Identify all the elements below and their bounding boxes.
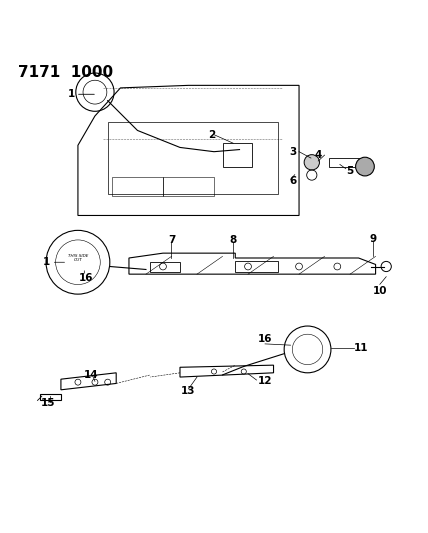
Text: 11: 11 <box>354 343 368 353</box>
Text: 7171  1000: 7171 1000 <box>18 64 113 79</box>
Text: 3: 3 <box>289 147 296 157</box>
Text: 7: 7 <box>168 235 175 245</box>
Text: 12: 12 <box>258 376 272 386</box>
Text: 1: 1 <box>42 257 50 267</box>
Text: 15: 15 <box>41 399 55 408</box>
Text: 16: 16 <box>79 273 94 284</box>
Text: 9: 9 <box>370 234 377 244</box>
Text: 13: 13 <box>181 386 196 395</box>
Text: 16: 16 <box>258 334 272 344</box>
Text: 6: 6 <box>289 176 296 187</box>
Text: THIS SIDE
OUT: THIS SIDE OUT <box>68 254 88 262</box>
Text: 5: 5 <box>346 166 354 176</box>
Circle shape <box>356 157 374 176</box>
Text: 14: 14 <box>83 370 98 380</box>
Text: 2: 2 <box>208 130 216 140</box>
Text: 1: 1 <box>68 90 75 99</box>
Text: 10: 10 <box>373 286 387 296</box>
Text: 4: 4 <box>315 150 322 160</box>
Circle shape <box>304 155 319 170</box>
Text: 8: 8 <box>229 235 237 245</box>
